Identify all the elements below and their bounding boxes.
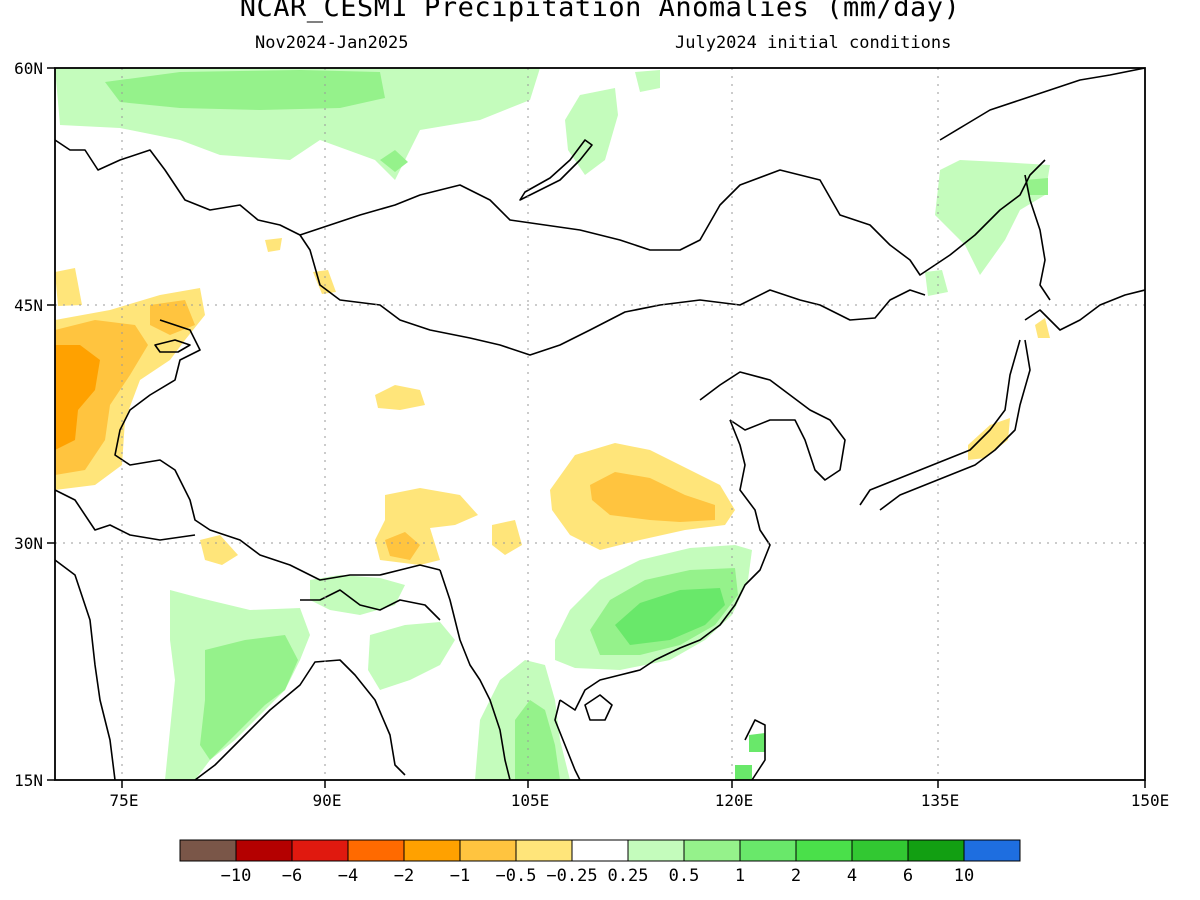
colorbar-swatch [235,839,293,862]
colorbar-swatch [795,839,853,862]
dry-spot-hokkaido [1035,318,1050,338]
colorbar-swatch [459,839,517,862]
colorbar-label: −2 [394,866,414,886]
colorbar-label: −10 [221,866,252,886]
anomaly-shading [55,68,1050,780]
y-label-30n: 30N [14,534,43,553]
colorbar-label: 6 [903,866,913,886]
dry-region-central-asia-small [55,268,82,306]
colorbar-label: −1 [450,866,470,886]
colorbar-label: 2 [791,866,801,886]
wet-region-assam [310,575,405,615]
dry-region-central-asia-core [55,345,100,450]
colorbar-swatch [907,839,965,862]
wet-spot-taiwan-a [749,733,765,752]
dry-region-central-china-core [590,472,715,522]
dry-spot-dzungaria [265,238,282,252]
wet-region-north-spot [380,150,408,172]
balkhash-lake [154,339,191,353]
dry-region-central-asia-north [150,300,195,335]
x-label-120e: 120E [715,791,754,810]
wet-region-siberia [565,88,618,175]
colorbar-swatch [403,839,461,862]
y-label-15n: 15N [14,771,43,790]
japan-pacific-coast [879,339,1031,511]
wet-region-myanmar [368,622,455,690]
initial-conditions: July2024 initial conditions [675,33,952,53]
dry-spot-tarim [375,385,425,410]
colorbar-label: −0.5 [496,866,537,886]
x-label-75e: 75E [110,791,139,810]
x-label-90e: 90E [313,791,342,810]
colorbar-label: 1 [735,866,745,886]
y-axis-labels: 60N 45N 30N 15N [14,59,43,790]
forecast-period: Nov2024-Jan2025 [255,33,409,53]
colorbar-swatch [627,839,685,862]
colorbar-label: −4 [338,866,358,886]
wet-region-manchuria [925,270,948,296]
sakhalin-coast [1024,174,1051,301]
dry-region-japan [968,418,1010,460]
wet-region-indochina-core [515,700,560,780]
axis-ticks [47,67,1146,788]
dry-region-tibet-core [385,532,420,560]
wet-region-sakhalin-core [1025,178,1048,195]
dry-spot-sichuan [492,520,522,555]
kazakh-border [114,319,441,581]
hokkaido-coast [1024,289,1146,331]
northern-coast [54,139,936,276]
x-label-135e: 135E [921,791,960,810]
himalaya-border [54,489,196,541]
india-coast [54,559,116,781]
colorbar-swatch [347,839,405,862]
wet-region-south-china-core [615,588,725,645]
coastlines [54,67,1146,781]
wet-region-india-mid [200,635,298,760]
indochina-coast [554,699,581,781]
dry-spot-altai [313,270,336,294]
primorye-coast [934,159,1046,266]
gridlines [55,68,1145,780]
china-east-coast [559,419,771,711]
colorbar-label: 0.25 [608,866,649,886]
colorbar-label: −6 [282,866,302,886]
colorbar-swatch [963,839,1021,862]
indochina-interior [439,569,511,781]
map-frame [54,67,1146,781]
colorbar-swatch [851,839,909,862]
x-label-150e: 150E [1131,791,1170,810]
colorbar-swatch [179,839,237,862]
colorbar-swatch [739,839,797,862]
dry-spot-nepal [200,535,238,565]
wet-spot-taiwan-b [735,765,752,780]
colorbar: −10 −6 −4 −2 −1 −0.5 −0.25 0.25 0.5 1 2 4 6 10 [179,839,1021,886]
bay-of-bengal-coast [194,659,406,781]
hainan-coast [584,694,613,721]
y-label-45n: 45N [14,296,43,315]
colorbar-swatch [291,839,349,862]
china-mongolia-border [299,234,926,356]
x-label-105e: 105E [511,791,550,810]
myanmar-border [300,589,441,621]
x-axis-labels: 75E 90E 105E 120E 135E 150E [110,791,1170,810]
y-label-60n: 60N [14,59,43,78]
lake-baikal [519,139,593,201]
colorbar-swatch [515,839,573,862]
colorbar-label: 4 [847,866,857,886]
taiwan-coast [744,719,766,781]
siberian-coast [939,67,1146,141]
colorbar-label: 10 [954,866,974,886]
honshu-coast [859,339,1021,506]
colorbar-swatch [683,839,741,862]
korea-coast [699,371,846,481]
chart-title: NCAR_CESM1 Precipitation Anomalies (mm/d… [239,0,961,23]
wet-region-north-core [105,70,385,110]
colorbar-label: 0.5 [669,866,700,886]
wet-region-siberia-small [635,70,660,92]
colorbar-swatch [571,839,629,862]
colorbar-label: −0.25 [546,866,597,886]
